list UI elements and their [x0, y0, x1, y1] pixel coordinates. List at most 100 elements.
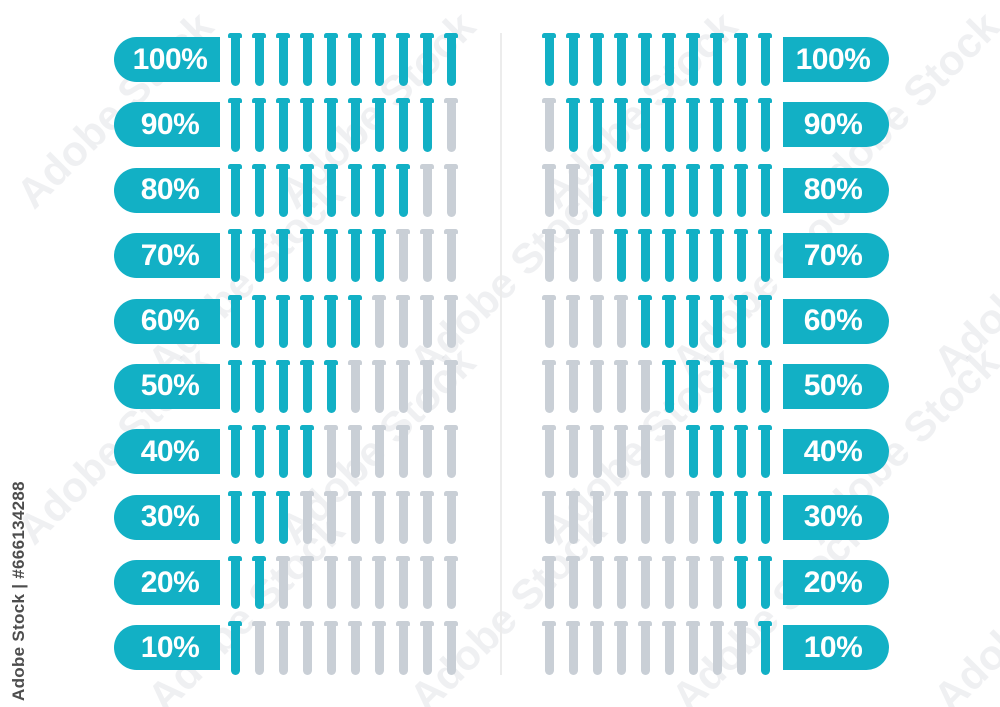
tube-rim	[276, 229, 290, 235]
tube-body	[592, 561, 602, 610]
tube-rim	[662, 425, 676, 431]
chart-row: 20%	[542, 556, 889, 610]
tube-body	[736, 364, 746, 414]
test-tube-icon	[228, 163, 242, 217]
tube-rim	[566, 229, 580, 235]
tube-rim	[566, 425, 580, 431]
percentage-chart-right-filled: 100% 90% 80% 70% 60% 50% 40% 30% 20% 10%	[542, 33, 889, 675]
tube-rim	[638, 163, 652, 169]
tube-rim	[734, 621, 748, 627]
tube-rim	[638, 425, 652, 431]
tube-strip	[228, 98, 458, 152]
tube-rim	[372, 490, 386, 496]
tube-rim	[420, 490, 434, 496]
tube-body	[398, 38, 408, 87]
test-tube-icon	[348, 621, 362, 675]
test-tube-icon	[228, 33, 242, 87]
tube-rim	[372, 98, 386, 104]
tube-body	[350, 626, 360, 675]
test-tube-icon	[758, 163, 772, 217]
tube-body	[736, 626, 746, 675]
test-tube-icon	[324, 33, 338, 87]
chart-row: 50%	[114, 359, 458, 414]
tube-rim	[662, 229, 676, 235]
tube-rim	[566, 359, 580, 365]
tube-rim	[734, 425, 748, 431]
tube-body	[230, 495, 240, 544]
test-tube-icon	[228, 294, 242, 348]
tube-body	[688, 299, 698, 348]
tube-rim	[614, 98, 628, 104]
tube-body	[688, 430, 698, 479]
tube-rim	[662, 621, 676, 627]
tube-rim	[324, 163, 338, 169]
tube-body	[688, 38, 698, 87]
tube-rim	[348, 490, 362, 496]
tube-rim	[372, 556, 386, 561]
tube-rim	[614, 33, 628, 38]
test-tube-icon	[542, 163, 556, 217]
tube-body	[446, 364, 456, 414]
tube-rim	[638, 98, 652, 104]
tube-body	[326, 168, 336, 217]
test-tube-icon	[324, 163, 338, 217]
test-tube-icon	[686, 621, 700, 675]
tube-strip	[228, 229, 458, 283]
tube-body	[544, 234, 554, 283]
percent-label-pill: 60%	[783, 298, 889, 344]
test-tube-icon	[300, 294, 314, 348]
test-tube-icon	[614, 163, 628, 217]
tube-rim	[662, 98, 676, 104]
test-tube-icon	[324, 425, 338, 479]
tube-rim	[758, 229, 772, 235]
tube-rim	[444, 294, 458, 300]
tube-rim	[420, 556, 434, 561]
tube-body	[712, 561, 722, 610]
test-tube-icon	[444, 33, 458, 87]
tube-body	[688, 364, 698, 414]
tube-rim	[420, 163, 434, 169]
tube-strip	[542, 98, 772, 152]
tube-rim	[276, 98, 290, 104]
tube-body	[712, 626, 722, 675]
tube-rim	[734, 98, 748, 104]
test-tube-icon	[420, 556, 434, 610]
tube-rim	[566, 98, 580, 104]
test-tube-icon	[228, 359, 242, 414]
tube-rim	[396, 163, 410, 169]
tube-rim	[228, 359, 242, 365]
test-tube-icon	[638, 33, 652, 87]
tube-rim	[734, 229, 748, 235]
test-tube-icon	[542, 621, 556, 675]
percent-label: 60%	[140, 304, 200, 338]
test-tube-icon	[710, 621, 724, 675]
chart-row: 40%	[114, 425, 458, 479]
tube-body	[664, 430, 674, 479]
tube-rim	[590, 359, 604, 365]
tube-body	[350, 234, 360, 283]
tube-rim	[396, 294, 410, 300]
tube-body	[568, 103, 578, 152]
tube-rim	[614, 229, 628, 235]
tube-rim	[686, 359, 700, 365]
tube-rim	[276, 163, 290, 169]
tube-body	[374, 626, 384, 675]
tube-body	[302, 299, 312, 348]
test-tube-icon	[300, 163, 314, 217]
tube-body	[398, 430, 408, 479]
tube-rim	[710, 33, 724, 38]
tube-rim	[710, 98, 724, 104]
tube-body	[616, 38, 626, 87]
test-tube-icon	[566, 556, 580, 610]
test-tube-icon	[758, 98, 772, 152]
tube-body	[568, 234, 578, 283]
test-tube-icon	[444, 163, 458, 217]
tube-body	[446, 430, 456, 479]
tube-body	[374, 103, 384, 152]
test-tube-icon	[276, 490, 290, 544]
tube-body	[712, 38, 722, 87]
tube-rim	[228, 294, 242, 300]
test-tube-icon	[614, 33, 628, 87]
tube-body	[422, 561, 432, 610]
test-tube-icon	[686, 556, 700, 610]
